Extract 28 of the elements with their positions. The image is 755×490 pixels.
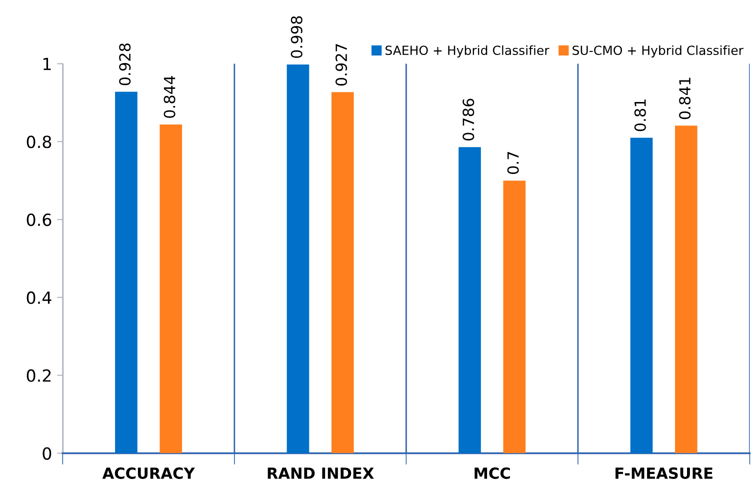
legend-label: SU-CMO + Hybrid Classifier [572, 45, 744, 58]
data-label: 0.928 [119, 44, 131, 86]
bar [286, 64, 310, 454]
x-tick-label: RAND INDEX [268, 468, 374, 479]
bar [630, 138, 653, 454]
y-tick-label: 0 [42, 447, 52, 460]
y-tick-label: 1 [43, 58, 51, 70]
data-label: 0.7 [507, 152, 519, 174]
legend-label: SAEHO + Hybrid Classifier [386, 45, 550, 58]
y-tick-label: 0.6 [26, 213, 52, 226]
data-label: 0.998 [290, 16, 302, 58]
y-tick-label: 0.2 [26, 369, 51, 382]
data-label: 0.844 [164, 76, 176, 118]
x-tick-label: ACCURACY [102, 467, 195, 479]
data-label: 0.927 [336, 44, 348, 86]
data-label: 0.841 [679, 78, 691, 120]
bar [675, 126, 698, 454]
x-tick-label: MCC [474, 467, 510, 479]
bar [115, 92, 138, 454]
y-tick-label: 0.8 [26, 136, 52, 148]
bar [331, 92, 354, 454]
x-tick-label: F-MEASURE [616, 467, 712, 479]
bar [503, 180, 526, 454]
y-tick-label: 0.4 [26, 291, 52, 304]
data-label: 0.81 [634, 100, 646, 132]
bar [160, 124, 182, 454]
data-label: 0.786 [462, 98, 474, 140]
bar [458, 147, 481, 454]
